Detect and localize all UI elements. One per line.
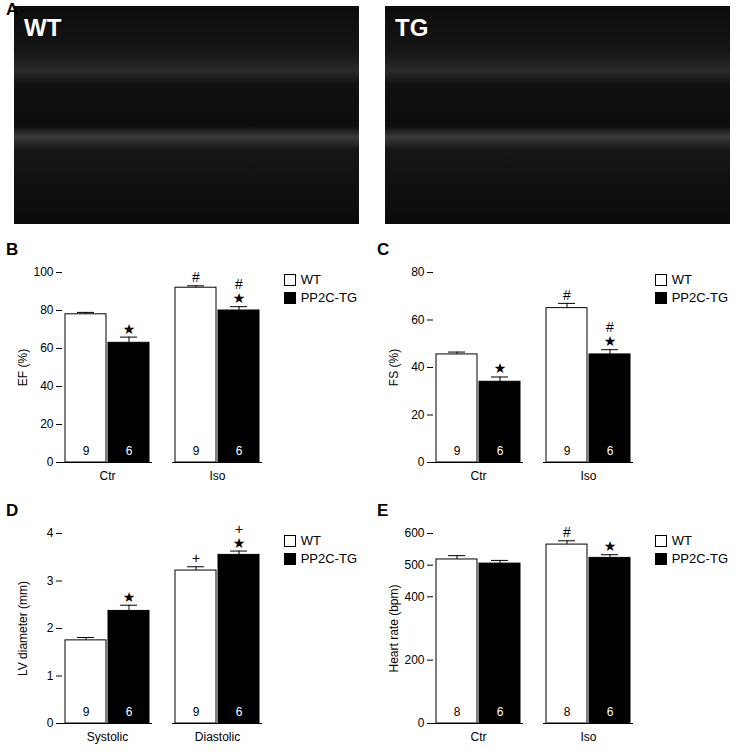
svg-text:★: ★	[123, 589, 136, 605]
svg-text:6: 6	[607, 705, 614, 719]
svg-text:40: 40	[40, 379, 54, 393]
svg-text:2: 2	[47, 621, 54, 635]
svg-text:FS (%): FS (%)	[387, 349, 401, 386]
svg-text:9: 9	[564, 444, 571, 458]
svg-text:20: 20	[40, 417, 54, 431]
svg-text:★: ★	[494, 360, 507, 376]
html-text:TG: TG	[395, 14, 429, 41]
html-text:D: D	[6, 501, 19, 520]
svg-text:4: 4	[47, 526, 54, 540]
svg-text:EF (%): EF (%)	[16, 349, 30, 386]
svg-text:0: 0	[418, 716, 425, 730]
svg-text:6: 6	[236, 444, 243, 458]
html-text:WT: WT	[24, 14, 62, 41]
html-text:WT: WT	[300, 533, 321, 548]
svg-text:60: 60	[40, 341, 54, 355]
svg-text:#: #	[192, 269, 200, 285]
svg-text:#: #	[563, 524, 571, 540]
html-text:E: E	[377, 501, 389, 520]
svg-text:600: 600	[404, 526, 424, 540]
svg-text:★: ★	[233, 535, 246, 551]
svg-text:200: 200	[404, 653, 424, 667]
svg-text:6: 6	[236, 705, 243, 719]
svg-text:★: ★	[123, 321, 136, 337]
svg-text:Heart rate (bpm): Heart rate (bpm)	[387, 584, 401, 672]
svg-text:★: ★	[604, 333, 617, 349]
html-text:WT: WT	[300, 272, 321, 287]
svg-text:Systolic: Systolic	[87, 730, 128, 744]
svg-text:6: 6	[607, 444, 614, 458]
svg-text:6: 6	[126, 705, 133, 719]
svg-text:8: 8	[564, 705, 571, 719]
svg-text:1: 1	[47, 669, 54, 683]
html-text:PP2C-TG: PP2C-TG	[671, 290, 728, 305]
svg-text:Iso: Iso	[580, 469, 596, 483]
svg-text:★: ★	[604, 538, 617, 554]
svg-text:8: 8	[454, 705, 461, 719]
html-text:C: C	[377, 240, 390, 259]
svg-text:100: 100	[33, 265, 53, 279]
svg-text:Ctr: Ctr	[471, 730, 487, 744]
html-text:PP2C-TG: PP2C-TG	[671, 551, 728, 566]
svg-text:80: 80	[40, 303, 54, 317]
svg-text:9: 9	[83, 705, 90, 719]
svg-text:+: +	[192, 550, 200, 566]
svg-text:Ctr: Ctr	[471, 469, 487, 483]
svg-text:0: 0	[47, 455, 54, 469]
svg-text:9: 9	[193, 705, 200, 719]
svg-text:Diastolic: Diastolic	[195, 730, 240, 744]
svg-text:6: 6	[126, 444, 133, 458]
svg-text:60: 60	[411, 313, 425, 327]
svg-text:Ctr: Ctr	[100, 469, 116, 483]
svg-text:0: 0	[47, 716, 54, 730]
svg-text:3: 3	[47, 574, 54, 588]
svg-text:500: 500	[404, 558, 424, 572]
svg-text:9: 9	[83, 444, 90, 458]
svg-text:20: 20	[411, 408, 425, 422]
svg-text:400: 400	[404, 590, 424, 604]
svg-text:9: 9	[454, 444, 461, 458]
html-text:WT: WT	[671, 533, 692, 548]
svg-text:9: 9	[193, 444, 200, 458]
svg-text:Iso: Iso	[580, 730, 596, 744]
svg-text:#: #	[563, 287, 571, 303]
html-text:WT: WT	[671, 272, 692, 287]
svg-text:0: 0	[418, 455, 425, 469]
svg-text:★: ★	[233, 290, 246, 306]
svg-text:6: 6	[497, 444, 504, 458]
html-text:PP2C-TG: PP2C-TG	[300, 551, 357, 566]
svg-text:Iso: Iso	[209, 469, 225, 483]
html-text:B: B	[6, 240, 19, 259]
svg-text:LV diameter (mm): LV diameter (mm)	[16, 581, 30, 676]
html-text:PP2C-TG: PP2C-TG	[300, 290, 357, 305]
svg-text:40: 40	[411, 360, 425, 374]
svg-text:6: 6	[497, 705, 504, 719]
svg-text:80: 80	[411, 265, 425, 279]
html-text:A: A	[6, 0, 19, 19]
